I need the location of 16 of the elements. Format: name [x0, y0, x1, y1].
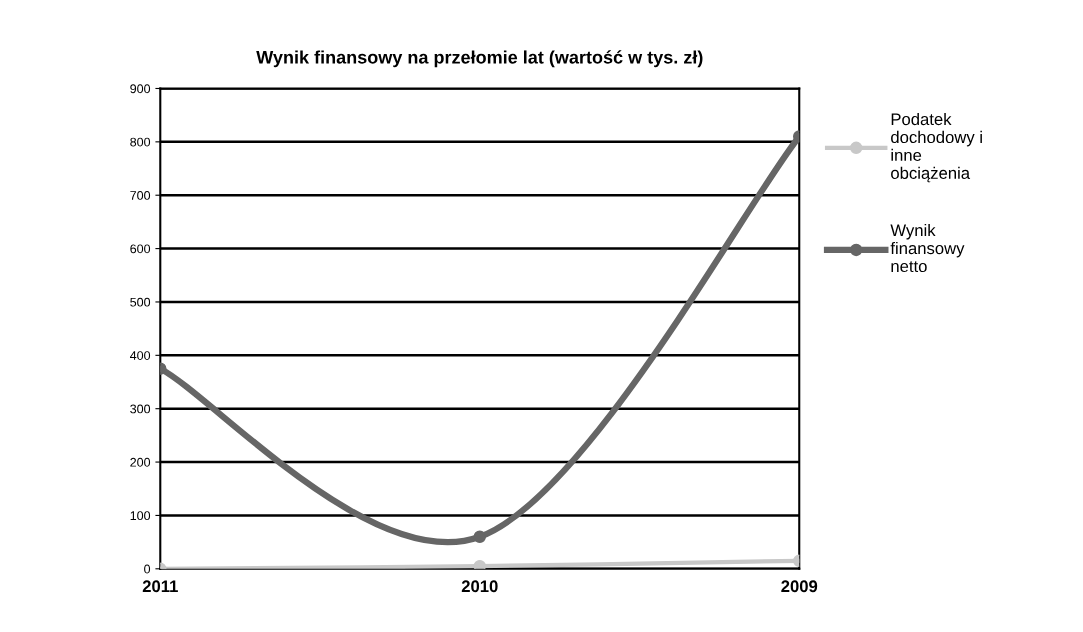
y-tick-label: 200: [130, 457, 151, 467]
x-tick-label: 2010: [461, 580, 498, 593]
y-tick-label: 400: [130, 351, 151, 360]
chart-title: Wynik finansowy na przełomie lat (wartość w tys. zł): [256, 50, 703, 68]
y-tick-label: 100: [130, 511, 151, 521]
x-tick-label: 2009: [781, 580, 818, 593]
y-tick-label: 0: [144, 564, 151, 574]
y-tick-label: 500: [130, 297, 151, 307]
y-tick-label: 300: [130, 404, 151, 414]
y-tick-label: 600: [130, 244, 151, 254]
x-tick-label: 2011: [142, 580, 178, 593]
y-tick-label: 900: [130, 84, 151, 94]
y-tick-label: 700: [130, 191, 151, 200]
legend-label: Podatek dochodowy i inne obciążenia: [891, 112, 982, 183]
legend-label: Wynik finansowy netto: [890, 223, 965, 273]
y-tick-label: 800: [130, 137, 151, 147]
